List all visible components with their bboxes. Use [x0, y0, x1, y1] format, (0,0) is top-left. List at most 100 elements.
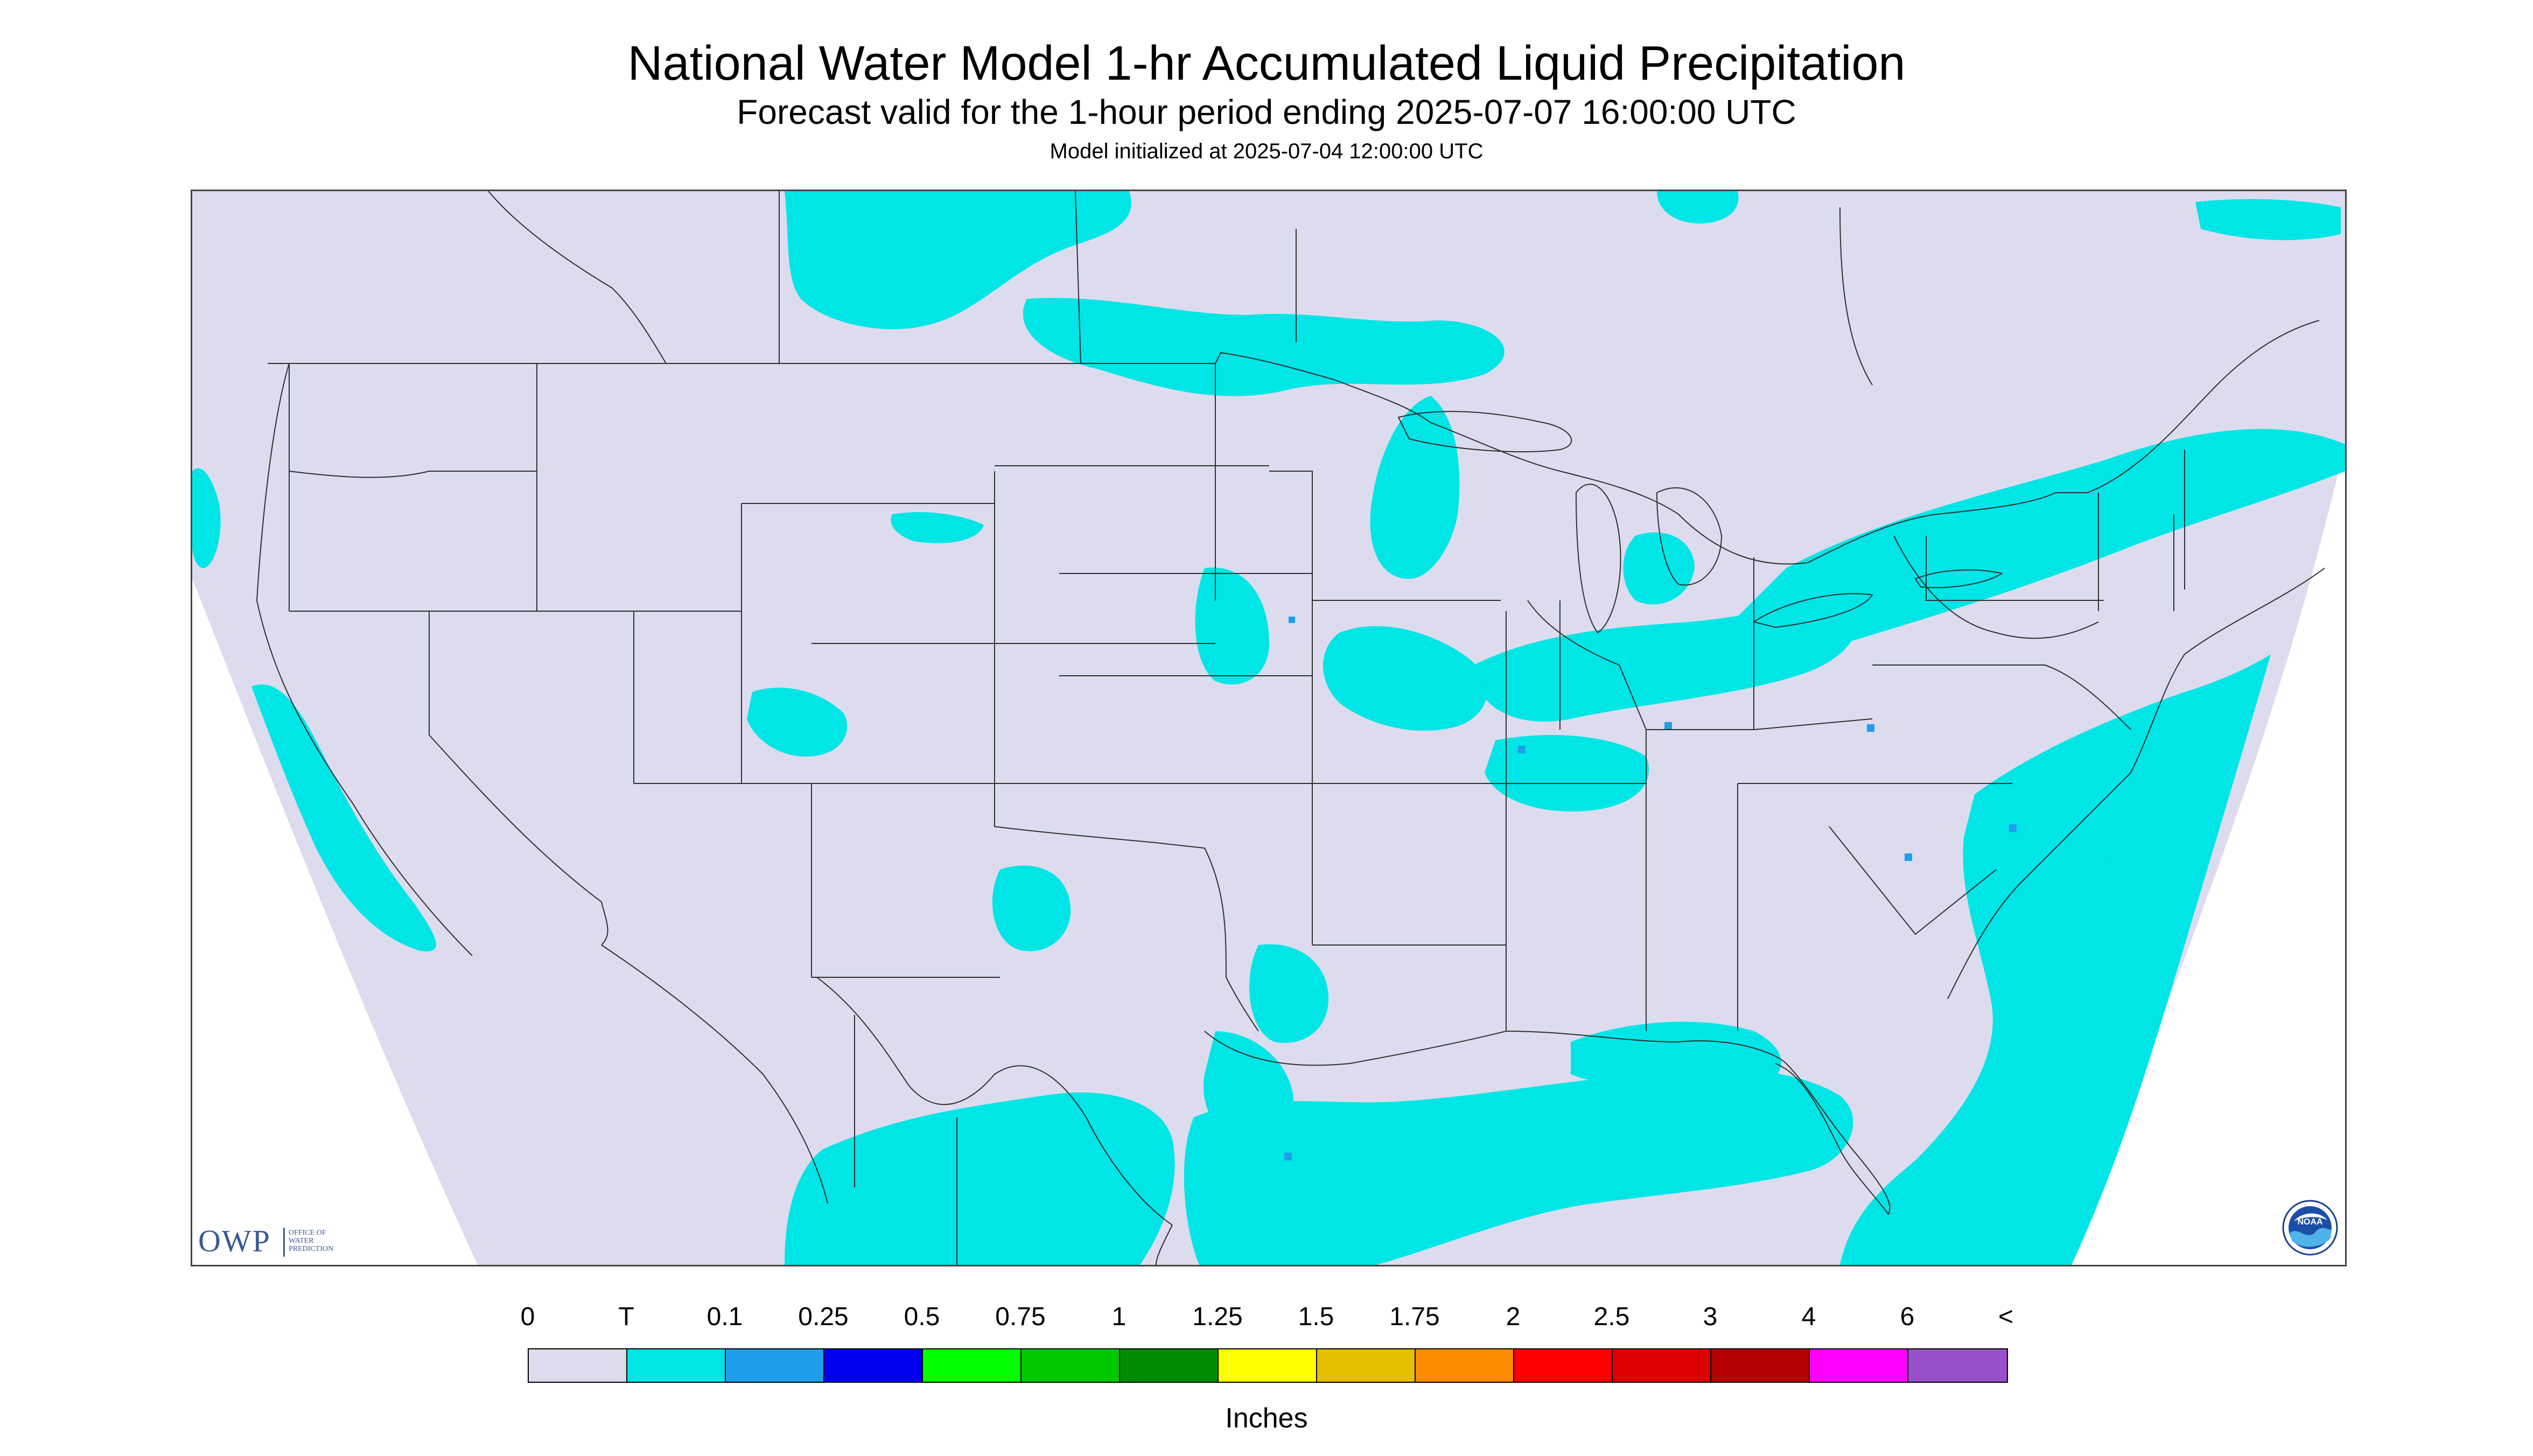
legend-swatch: [1810, 1349, 1908, 1382]
boundary-line: [1656, 487, 1723, 586]
legend-tick-label: 0: [520, 1303, 535, 1331]
boundary-line: [1075, 191, 1081, 364]
boundary-line: [1947, 568, 2325, 999]
trace-precip-area: [1249, 944, 1328, 1043]
legend-tick-label: T: [618, 1303, 634, 1331]
legend-tick-label: 1.25: [1192, 1303, 1243, 1331]
trace-precip-area: [192, 468, 221, 568]
legend-swatch: [923, 1349, 1021, 1382]
trace-precip-area: [251, 684, 436, 951]
legend-swatch: [1219, 1349, 1317, 1382]
noaa-logo: NOAA: [2282, 1200, 2338, 1256]
trace-precip-area: [2032, 834, 2109, 899]
trace-precip-area: [1370, 396, 1460, 579]
light-precip-spots: [1284, 617, 2017, 1160]
boundary-line: [1839, 207, 1873, 386]
light-precip-spot-carolina-2: [2009, 824, 2017, 832]
owp-logo-divider: [283, 1228, 285, 1257]
boundary-line: [1872, 664, 2131, 730]
boundary-line: [601, 944, 828, 1204]
boundary-line: [268, 320, 2320, 565]
trace-precip-area: [1203, 1031, 1294, 1139]
boundary-line: [1397, 411, 1572, 452]
trace-precip-area: [1657, 191, 1739, 223]
trace-precip-area: [1721, 429, 2345, 665]
political-boundaries: [256, 191, 2325, 1265]
boundary-line: [1527, 600, 1647, 730]
trace-precip-area: [747, 688, 848, 757]
light-precip-spot-midwest-2: [1664, 722, 1672, 730]
trace-precip-area: [1023, 298, 1505, 396]
legend-tick-label: 1.75: [1389, 1303, 1440, 1331]
trace-precip-area: [1184, 1069, 1853, 1265]
light-precip-spot-gulf: [1284, 1153, 1292, 1160]
boundary-line: [429, 611, 608, 946]
legend-swatch: [1711, 1349, 1810, 1382]
boundary-line: [816, 977, 1173, 1226]
trace-precip-area: [1323, 626, 1487, 731]
map-title: National Water Model 1-hr Accumulated Li…: [627, 37, 1906, 90]
boundary-line: [1829, 826, 1997, 935]
owp-logo-line-2: WATER: [289, 1237, 314, 1245]
boundary-line: [1752, 593, 1873, 628]
trace-precip-area: [992, 865, 1071, 951]
legend-swatch: [627, 1349, 726, 1382]
legend-swatch: [1908, 1349, 2007, 1382]
trace-precip-area: [1840, 654, 2271, 1265]
legend-tick-label: 1.5: [1298, 1303, 1334, 1331]
legend-swatch: [1021, 1349, 1120, 1382]
legend-tick-label: <: [1998, 1303, 2014, 1331]
light-precip-spot-carolina-1: [1905, 853, 1912, 861]
trace-precip-area: [1195, 568, 1269, 685]
boundary-line: [1269, 471, 1313, 945]
legend-swatch: [1613, 1349, 1711, 1382]
trace-precip-area: [785, 1092, 1175, 1265]
noaa-seal-icon: NOAA: [2282, 1200, 2338, 1256]
boundary-line: [1156, 1224, 1173, 1265]
boundary-line: [488, 191, 667, 364]
owp-logo-line-3: PREDICTION: [289, 1245, 334, 1253]
legend-tick-label: 3: [1703, 1303, 1718, 1331]
map-canvas: [192, 191, 2345, 1265]
legend-tick-label: 0.1: [706, 1303, 743, 1331]
trace-precip-area: [1485, 735, 1649, 811]
owp-logo-line-1: OFFICE OF: [289, 1229, 326, 1237]
boundary-line: [1893, 535, 2099, 639]
legend-swatch: [529, 1349, 627, 1382]
legend-swatch: [1514, 1349, 1613, 1382]
legend-swatch: [1416, 1349, 1514, 1382]
legend-colorbar: [528, 1348, 2008, 1383]
light-precip-spot-ohio: [1867, 724, 1874, 732]
legend-tick-label: 2.5: [1593, 1303, 1630, 1331]
trace-precip-area: [785, 191, 1131, 330]
noaa-seal-text: NOAA: [2297, 1217, 2323, 1227]
boundary-line: [994, 783, 1259, 1032]
light-precip-spot-midwest-1: [1518, 746, 1526, 753]
model-init-time: Model initialized at 2025-07-04 12:00:00…: [1049, 139, 1484, 163]
trace-precip-area: [1571, 1021, 1781, 1093]
owp-logo-letters: OWP: [198, 1223, 271, 1258]
light-precip-spot-iowa: [1289, 617, 1295, 623]
legend-units: Inches: [1225, 1403, 1308, 1434]
legend-tick-label: 0.5: [904, 1303, 940, 1331]
forecast-valid-subtitle: Forecast valid for the 1-hour period end…: [737, 93, 1796, 131]
legend-swatch: [726, 1349, 824, 1382]
trace-precip-area: [1623, 532, 1695, 605]
legend-swatch: [1120, 1349, 1219, 1382]
precipitation-map: [191, 190, 2347, 1266]
boundary-line: [1204, 1031, 1507, 1066]
legend-tick-label: 0.75: [995, 1303, 1046, 1331]
legend-labels: 0 T 0.1 0.25 0.5 0.75 1 1.25 1.5 1.75 2 2.5 3 4 6 <: [0, 1302, 2533, 1334]
trace-precip-areas: [192, 191, 2345, 1265]
boundary-line: [289, 471, 537, 478]
owp-logo: OWP OFFICE OF WATER PREDICTION: [198, 1223, 376, 1261]
legend-tick-label: 6: [1900, 1303, 1915, 1331]
legend-tick-label: 0.25: [798, 1303, 849, 1331]
legend-tick-label: 2: [1506, 1303, 1521, 1331]
boundary-line: [1575, 484, 1621, 634]
trace-precip-area: [1474, 590, 1858, 722]
trace-precip-area: [891, 512, 984, 543]
model-domain: [192, 191, 2345, 1265]
legend-tick-label: 1: [1111, 1303, 1126, 1331]
owp-logo-subtitle: OFFICE OF WATER PREDICTION: [289, 1229, 333, 1253]
